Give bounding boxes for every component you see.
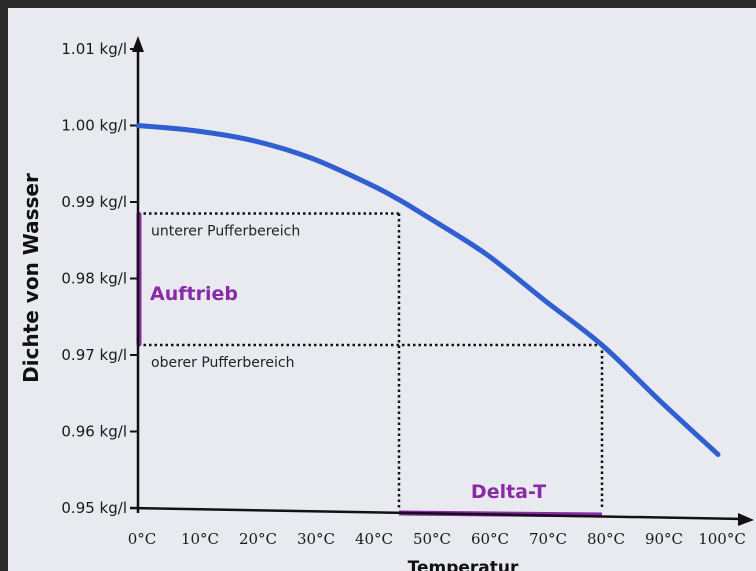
y-tick-label: 0.99 kg/l bbox=[61, 193, 127, 211]
x-tick-label: 20°C bbox=[239, 530, 277, 548]
reference-label-unterer: unterer Pufferbereich bbox=[151, 223, 300, 239]
y-tick-label: 0.97 kg/l bbox=[61, 346, 127, 364]
x-tick-label: 30°C bbox=[297, 530, 335, 548]
y-tick-label: 1.00 kg/l bbox=[61, 117, 127, 135]
x-tick-label: 70°C bbox=[529, 530, 567, 548]
x-axis-title: Temperatur bbox=[408, 558, 519, 571]
reference-lines bbox=[138, 212, 604, 508]
x-axis-line bbox=[129, 506, 745, 521]
x-tick-label: 90°C bbox=[645, 530, 683, 548]
x-tick-label: 10°C bbox=[181, 530, 219, 548]
y-tick-label: 0.95 kg/l bbox=[61, 499, 127, 517]
y-tick-label: 1.01 kg/l bbox=[61, 40, 127, 58]
series-layer bbox=[135, 123, 721, 457]
density-chart: 0.95 kg/l 0.96 kg/l 0.97 kg/l 0.98 kg/l 0.99… bbox=[19, 36, 754, 571]
labels: 0.95 kg/l 0.96 kg/l 0.97 kg/l 0.98 kg/l 0.99… bbox=[19, 40, 746, 571]
y-tick-label: 0.96 kg/l bbox=[61, 423, 127, 441]
x-axis-arrow bbox=[738, 513, 754, 526]
reference-label-oberer: oberer Pufferbereich bbox=[151, 355, 294, 371]
y-axis-title: Dichte von Wasser bbox=[19, 173, 43, 383]
x-tick-label: 40°C bbox=[355, 530, 393, 548]
delta-t-label: Delta-T bbox=[471, 481, 546, 503]
x-tick-label: 50°C bbox=[413, 530, 451, 548]
x-tick-label: 100°C bbox=[698, 530, 746, 548]
x-tick-label: 80°C bbox=[587, 530, 625, 548]
chart-frame: 0.95 kg/l 0.96 kg/l 0.97 kg/l 0.98 kg/l 0.99… bbox=[8, 8, 756, 571]
series-line-0 bbox=[135, 123, 721, 457]
auftrieb-label: Auftrieb bbox=[150, 283, 238, 305]
x-tick-label: 0°C bbox=[128, 530, 157, 548]
x-tick-label: 60°C bbox=[471, 530, 509, 548]
y-tick-label: 0.98 kg/l bbox=[61, 270, 127, 288]
axes bbox=[129, 36, 754, 526]
